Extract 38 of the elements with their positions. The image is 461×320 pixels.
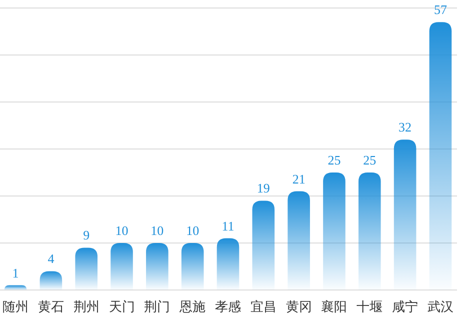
bar [358,172,381,290]
x-tick-label: 恩施 [178,300,206,315]
x-tick-label: 荆州 [73,300,100,315]
x-tick-label: 襄阳 [321,299,348,315]
data-label: 4 [48,251,55,266]
x-tick-label: 宜昌 [250,299,276,315]
bar [40,271,62,290]
bar [110,243,133,290]
data-label: 21 [292,171,306,186]
bar [252,200,275,290]
x-tick-label: 荆门 [144,299,170,315]
bar [288,191,310,290]
data-label: 1 [12,265,19,280]
x-tick-label: 随州 [2,300,29,315]
data-label: 10 [115,223,128,238]
data-label: 19 [256,180,270,196]
data-label: 32 [398,120,412,135]
bar [146,243,168,290]
x-tick-label: 黄石 [38,300,64,315]
data-label: 10 [186,223,200,238]
data-label: 25 [363,152,376,168]
data-label: 57 [434,2,448,18]
bar [181,243,204,290]
x-tick-label: 孝感 [215,300,241,315]
bar [323,172,346,290]
bar [75,248,98,290]
x-tick-label: 武汉 [427,300,454,315]
data-label: 10 [150,223,164,238]
x-tick-label: 天门 [108,299,135,315]
data-label: 11 [222,218,234,234]
x-tick-label: 咸宁 [392,299,418,315]
x-tick-label: 黄冈 [286,300,312,315]
data-label: 9 [83,228,90,243]
bar [429,22,452,290]
data-label: 25 [328,152,341,168]
bar [394,140,416,290]
x-tick-label: 十堰 [356,300,383,315]
bar [216,238,240,290]
